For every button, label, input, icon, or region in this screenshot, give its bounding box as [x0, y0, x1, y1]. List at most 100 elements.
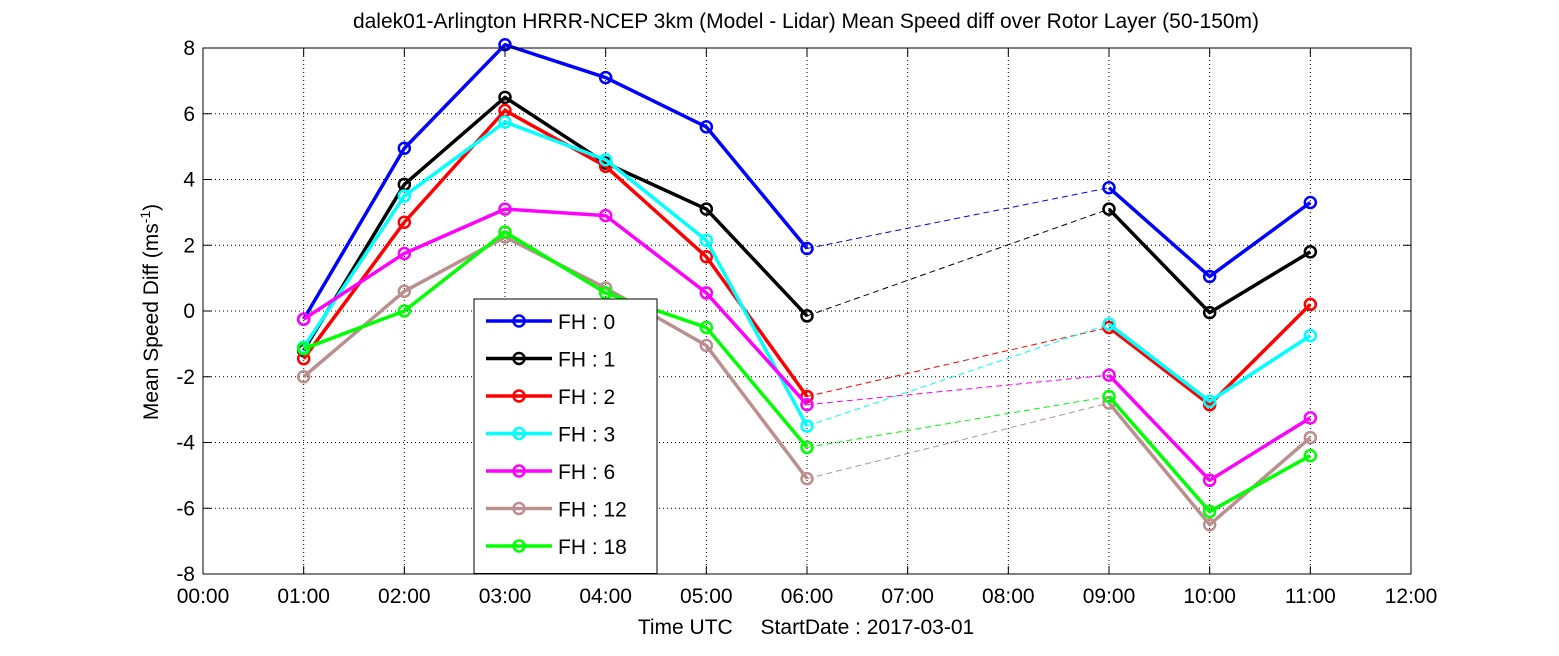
data-point — [1303, 297, 1318, 312]
data-point — [1102, 317, 1116, 331]
y-tick-label: -8 — [176, 563, 195, 586]
x-tick-label: 06:00 — [781, 585, 834, 608]
y-tick-label: 0 — [183, 300, 195, 323]
x-tick-label: 08:00 — [982, 585, 1035, 608]
x-tick-label: 05:00 — [680, 585, 733, 608]
series-lines — [296, 37, 1318, 532]
data-point — [598, 153, 613, 167]
data-point — [296, 370, 311, 384]
y-axis-label-text: Mean Speed Diff (ms — [140, 223, 163, 420]
data-point — [1303, 430, 1318, 445]
legend-marker — [512, 314, 526, 328]
legend-label: FH : 3 — [558, 424, 615, 447]
data-point — [397, 189, 412, 203]
data-point — [498, 202, 512, 216]
x-tick-label: 02:00 — [378, 585, 431, 608]
series-line — [302, 108, 809, 398]
series-line — [1107, 401, 1312, 527]
data-point — [1102, 389, 1116, 404]
data-point — [800, 397, 814, 412]
gap-connector — [806, 323, 1110, 427]
data-point — [397, 304, 412, 318]
legend-marker — [512, 501, 526, 516]
data-point — [800, 440, 814, 455]
legend-marker — [512, 426, 526, 441]
x-tick-label: 00:00 — [177, 585, 230, 608]
series-line — [1107, 322, 1312, 404]
data-point — [498, 115, 512, 129]
data-point — [1202, 473, 1217, 488]
series-line — [1107, 207, 1312, 315]
legend-marker — [512, 539, 526, 553]
data-point — [397, 246, 412, 261]
y-axis: -8 -6 -4 -2 0 2 4 6 8 — [176, 37, 1411, 586]
y-tick-label: 2 — [183, 234, 195, 257]
data-point — [1303, 411, 1318, 425]
legend-marker — [512, 351, 526, 366]
legend-label: FH : 12 — [558, 499, 627, 522]
y-tick-label: -2 — [176, 366, 195, 389]
data-point — [498, 90, 512, 105]
data-point — [699, 233, 714, 248]
data-point — [1202, 504, 1217, 519]
x-tick-label: 07:00 — [881, 585, 934, 608]
legend-box — [473, 298, 658, 574]
data-point — [498, 225, 512, 239]
data-point — [699, 286, 714, 300]
legend-label: FH : 2 — [558, 386, 615, 409]
x-tick-label: 04:00 — [579, 585, 632, 608]
data-point — [296, 312, 311, 326]
x-tick-label: 03:00 — [479, 585, 532, 608]
data-point — [1202, 517, 1217, 532]
data-point — [800, 471, 814, 486]
data-point — [800, 241, 814, 256]
data-point — [800, 419, 814, 433]
x-tick-label: 09:00 — [1083, 585, 1136, 608]
data-point — [397, 284, 412, 299]
legend-marker — [512, 389, 526, 403]
y-tick-label: -6 — [176, 497, 195, 520]
x-tick-label: 11:00 — [1285, 585, 1336, 608]
series-line — [302, 207, 809, 406]
data-point — [699, 250, 714, 264]
legend-label: FH : 18 — [558, 536, 627, 559]
gap-connector — [806, 187, 1110, 250]
legend-marker — [512, 464, 526, 478]
y-axis-label-close: ) — [140, 204, 163, 211]
legend: FH : 0 FH : 1 FH : 2 FH : 3 FH : 6 FH : 12 FH … — [473, 298, 658, 574]
data-point — [1102, 202, 1116, 216]
y-tick-label: -4 — [176, 432, 195, 455]
y-axis-label-sup: -1 — [137, 211, 153, 224]
data-point — [1303, 245, 1318, 259]
legend-label: FH : 1 — [558, 349, 615, 372]
chart-title: dalek01-Arlington HRRR-NCEP 3km (Model -… — [353, 10, 1259, 33]
x-tick-label: 12:00 — [1385, 585, 1438, 608]
series-line — [302, 42, 809, 321]
data-point — [699, 320, 714, 335]
gap-connector — [806, 395, 1110, 448]
data-point — [699, 120, 714, 134]
data-point — [699, 202, 714, 216]
y-tick-label: 8 — [183, 37, 195, 60]
series-line — [1107, 186, 1312, 279]
data-point — [1102, 368, 1116, 382]
x-axis: 00:00 01:00 02:00 03:00 04:00 05:00 06:00 07:00… — [177, 48, 1438, 608]
data-point — [1102, 180, 1116, 195]
gap-connector — [806, 326, 1110, 397]
y-tick-label: 4 — [183, 169, 195, 192]
gap-connector — [806, 402, 1110, 480]
data-point — [1202, 269, 1217, 284]
gap-connectors — [806, 187, 1110, 480]
data-point — [296, 342, 311, 356]
x-tick-label: 10:00 — [1183, 585, 1236, 608]
x-axis-label-time: Time UTC — [638, 616, 733, 639]
series-line — [1107, 395, 1312, 514]
data-point — [598, 208, 613, 223]
y-axis-label: Mean Speed Diff (ms-1) — [137, 204, 163, 420]
data-point — [598, 286, 613, 300]
data-point — [1303, 195, 1318, 210]
data-point — [800, 309, 814, 323]
data-point — [1202, 394, 1217, 409]
data-point — [1303, 328, 1318, 343]
